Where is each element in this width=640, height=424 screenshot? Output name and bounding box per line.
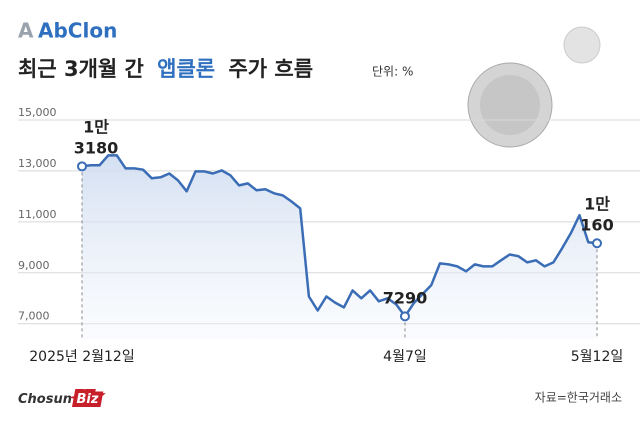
x-tick-label: 5월12일 <box>571 349 623 365</box>
y-tick-label: 11,000 <box>18 208 57 221</box>
x-tick-label: 2025년 2월12일 <box>29 349 134 365</box>
title-part: 최근 3개월 간 <box>18 57 144 81</box>
point-marker <box>592 238 602 249</box>
y-tick-label: 7,000 <box>18 310 50 323</box>
y-tick-label: 15,000 <box>18 106 57 119</box>
chart-title: 최근 3개월 간 앱클론 주가 흐름 <box>18 57 313 81</box>
source: 자료=한국거래소 <box>535 391 622 405</box>
value-label-line: 7290 <box>383 288 428 307</box>
value-label-line: 3180 <box>74 138 119 157</box>
value-label: 7290 <box>383 288 428 307</box>
brand: Chosun Biz <box>18 392 99 407</box>
logo-text: AbClon <box>38 19 117 43</box>
point-marker <box>399 311 410 322</box>
plot: 7,000 9,000 11,000 13,000 15,000 1만 3180 7290 1만… <box>18 106 640 365</box>
title-part: 앱클론 <box>157 57 215 81</box>
price-line <box>81 154 598 318</box>
logo-icon: A <box>18 19 34 43</box>
value-label-line: 160 <box>580 215 613 234</box>
area-fill <box>82 155 597 339</box>
brand-part: Biz <box>77 392 99 407</box>
value-label-line: 1만 <box>584 194 610 213</box>
value-label-line: 1만 <box>83 117 109 136</box>
y-tick-label: 13,000 <box>18 157 57 170</box>
virus-illustration <box>467 26 601 148</box>
y-tick-label: 9,000 <box>18 259 50 272</box>
value-label: 1만 3180 <box>74 117 119 157</box>
logo: A AbClon <box>18 19 117 43</box>
title-part: 주가 흐름 <box>228 57 313 81</box>
value-label: 1만 160 <box>580 194 613 234</box>
x-tick-label: 4월7일 <box>383 349 427 365</box>
brand-part: Chosun <box>18 392 72 407</box>
unit: 단위: % <box>372 65 413 79</box>
point-marker <box>77 161 87 172</box>
